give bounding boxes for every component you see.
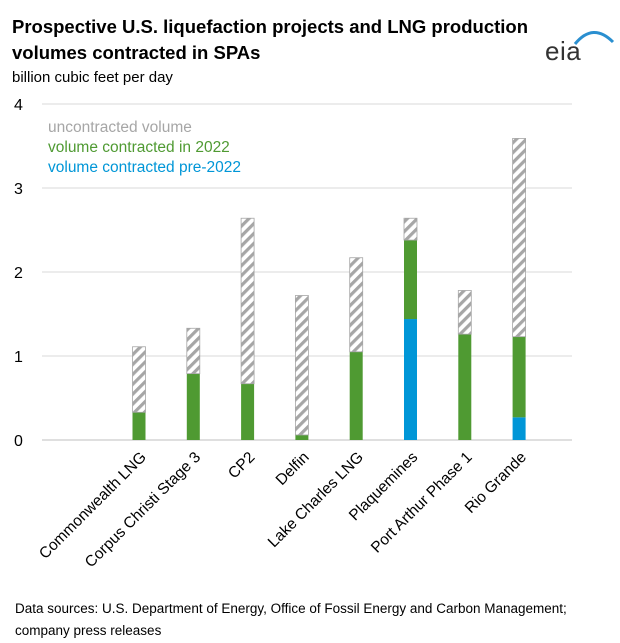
bar-segment — [457, 290, 472, 335]
bar-segment — [186, 373, 200, 440]
x-tick-label: Lake Charles LNG — [265, 449, 367, 551]
bar-segment — [403, 217, 418, 241]
bar-segment — [241, 383, 255, 440]
bar-segment — [132, 346, 146, 413]
bar-segment — [186, 327, 201, 375]
y-tick-label: 2 — [14, 265, 23, 282]
bars — [132, 138, 526, 440]
y-tick-label: 4 — [14, 97, 23, 114]
bar-segment — [512, 138, 526, 338]
bar-segment — [349, 351, 363, 440]
bar-segment — [404, 240, 417, 320]
y-axis-ticks: 0 1 2 3 4 — [14, 97, 23, 450]
bar-segment — [404, 319, 417, 440]
x-tick-label: Port Arthur Phase 1 — [368, 449, 476, 557]
legend: uncontracted volume volume contracted in … — [48, 119, 241, 176]
legend-entry: uncontracted volume — [48, 119, 192, 136]
x-tick-label: CP2 — [225, 449, 258, 482]
logo-arc-icon — [573, 31, 615, 45]
y-tick-label: 0 — [14, 433, 23, 450]
bar-segment — [294, 295, 309, 436]
bar-segment — [349, 257, 364, 353]
y-tick-label: 1 — [14, 349, 23, 366]
chart-title: Prospective U.S. liquefaction projects a… — [12, 16, 529, 63]
x-tick-label: Commonwealth LNG — [36, 449, 150, 563]
legend-entry: volume contracted pre-2022 — [48, 159, 241, 176]
legend-entry: volume contracted in 2022 — [48, 139, 230, 156]
eia-logo: eia — [545, 26, 615, 71]
y-tick-label: 3 — [14, 181, 23, 198]
bar-segment — [512, 417, 526, 440]
bar-segment — [240, 217, 255, 385]
bar-segment — [512, 336, 526, 418]
bar-segment — [295, 434, 309, 440]
y-axis-unit-label: billion cubic feet per day — [12, 69, 173, 86]
bar-segment — [132, 412, 146, 440]
gridlines — [42, 103, 572, 441]
data-source-note: Data sources: U.S. Department of Energy,… — [15, 601, 567, 638]
logo-text: eia — [545, 36, 582, 66]
x-tick-label: Delfin — [273, 449, 313, 489]
bar-segment — [458, 334, 472, 440]
